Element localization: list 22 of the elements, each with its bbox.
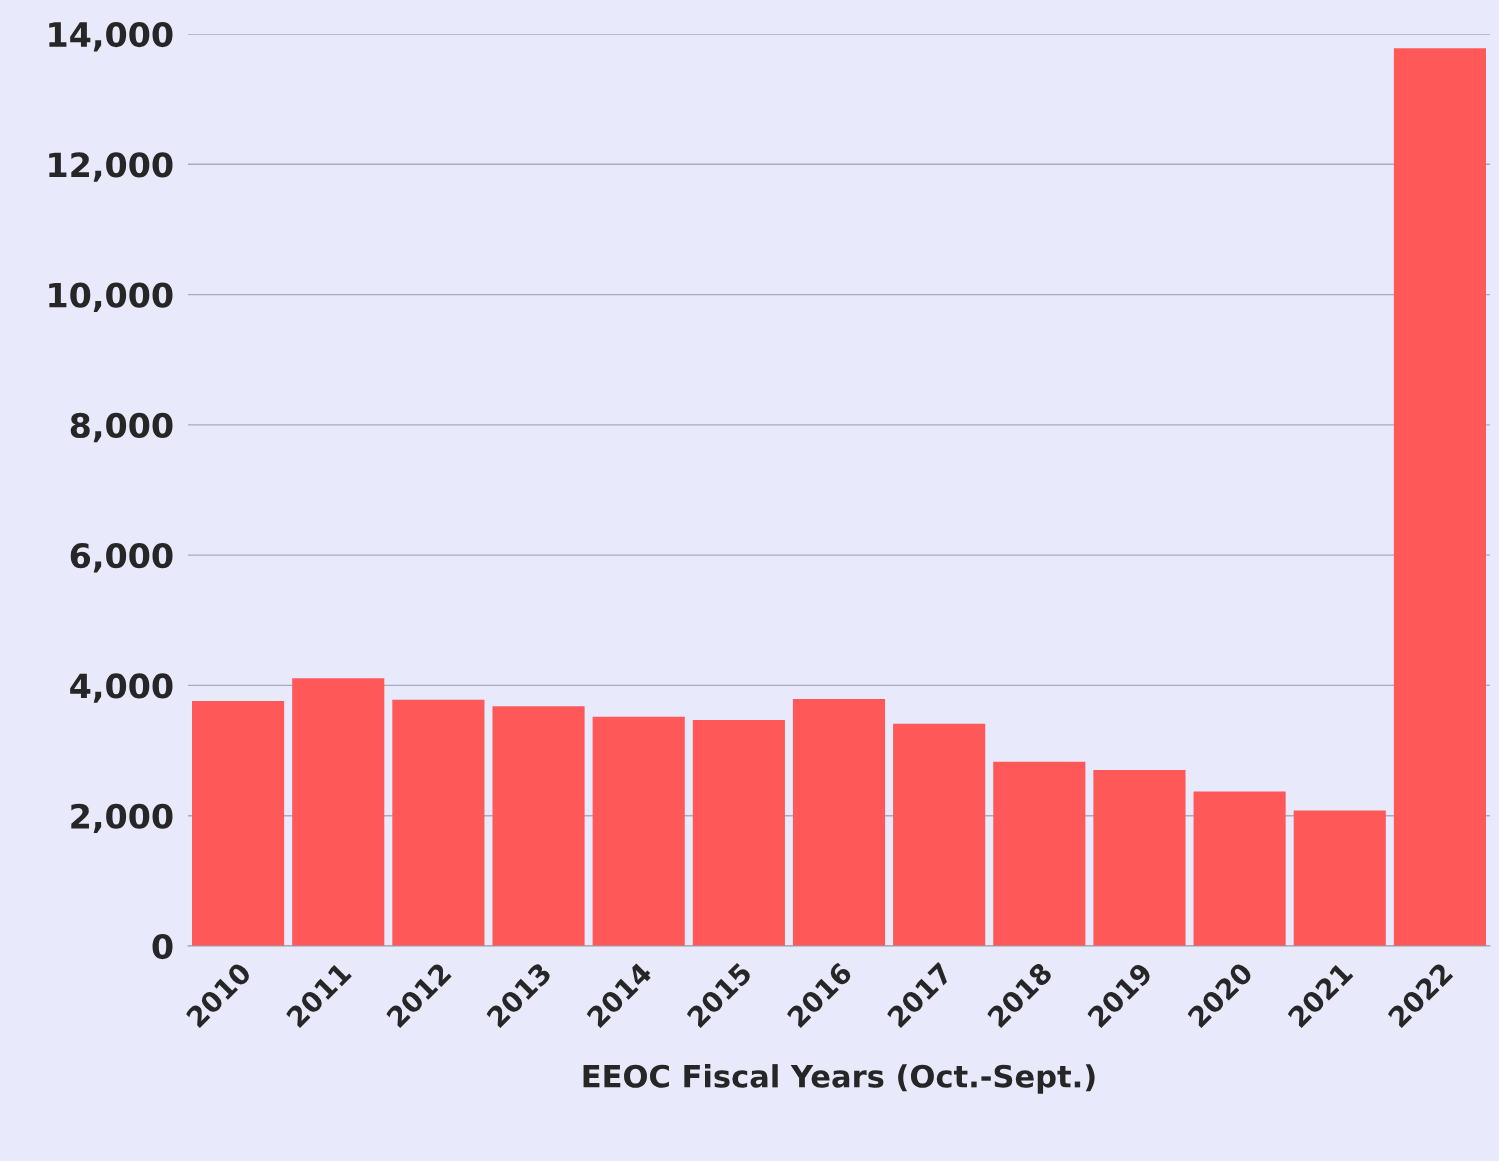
bar [192,701,285,946]
y-tick-label: 4,000 [70,673,173,703]
bar [592,716,685,946]
bar [1293,810,1386,946]
y-tick-label: 2,000 [71,803,173,834]
bar [1093,770,1186,946]
y-tick-label: 10,000 [49,282,173,312]
bar [792,699,886,946]
bar [392,699,485,946]
y-tick-label: 14,000 [49,21,173,52]
x-axis-title: EEOC Fiscal Years (Oct.-Sept.) [583,1064,1095,1094]
bar [492,706,585,946]
bar [1193,791,1286,946]
y-tick-label: 12,000 [49,152,173,182]
bar [292,678,385,946]
y-tick-label: 0 [152,933,173,960]
y-tick-label: 8,000 [70,412,173,443]
bar [893,723,986,946]
bar [1393,48,1486,946]
y-tick-label: 6,000 [70,543,173,573]
bar [692,719,785,946]
bar [993,761,1086,946]
